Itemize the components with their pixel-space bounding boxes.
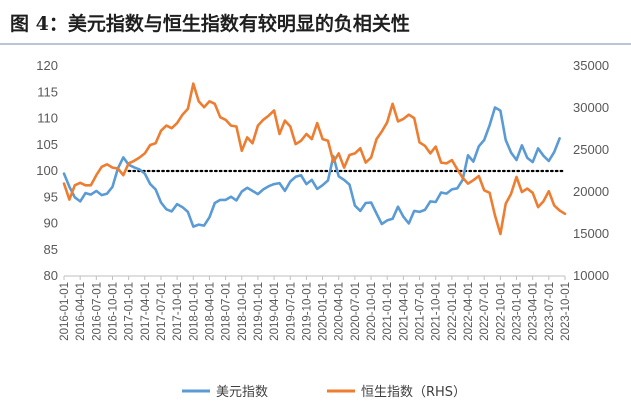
y-left-tick-label: 110 — [37, 111, 58, 126]
series-lines — [62, 82, 567, 236]
x-tick-label: 2021-10-01 — [431, 282, 443, 341]
x-tick-label: 2020-04-01 — [334, 282, 346, 341]
title-underline — [0, 43, 631, 45]
usd-index-line — [62, 106, 561, 228]
x-tick-label: 2018-04-01 — [204, 282, 216, 341]
x-tick-label: 2016-10-01 — [107, 282, 119, 341]
chart-axes: 80 85 90 95 100 105 110 115 120 10000 15000 20000 25… — [36, 58, 609, 341]
y-left-tick-label: 100 — [36, 163, 58, 178]
x-tick-label: 2021-04-01 — [398, 282, 410, 341]
x-tick-label: 2023-10-01 — [560, 282, 572, 341]
legend-hang-seng-index-label: 恒生指数（RHS） — [361, 385, 466, 400]
y-left-tick-label: 105 — [36, 137, 58, 152]
x-tick-label: 2016-07-01 — [91, 282, 103, 341]
x-tick-label: 2023-07-01 — [544, 282, 556, 341]
x-tick-label: 2018-01-01 — [188, 282, 200, 341]
hang-seng-index-line — [62, 82, 567, 236]
y-left-tick-label: 85 — [44, 242, 58, 257]
y-left-tick-label: 115 — [37, 84, 58, 99]
x-tick-label: 2022-04-01 — [463, 282, 475, 341]
x-tick-label: 2017-04-01 — [140, 282, 152, 341]
x-tick-label: 2022-07-01 — [479, 282, 491, 341]
figure-title: 图 4：美元指数与恒生指数有较明显的负相关性 — [10, 13, 410, 35]
y-right-tick-label: 25000 — [573, 142, 609, 157]
x-tick-label: 2021-01-01 — [382, 282, 394, 341]
x-tick-label: 2023-04-01 — [528, 282, 540, 341]
y-left-tick-label: 95 — [44, 189, 58, 204]
chart-legend: 美元指数 恒生指数（RHS） — [182, 385, 466, 400]
y-left-tick-label: 90 — [44, 216, 58, 231]
x-tick-label: 2023-01-01 — [512, 282, 524, 341]
x-tick-label: 2020-01-01 — [318, 282, 330, 341]
x-tick-label: 2022-01-01 — [447, 282, 459, 341]
y-right-tick-label: 35000 — [573, 58, 609, 73]
x-tick-label: 2017-07-01 — [156, 282, 168, 341]
figure-header: 图 4：美元指数与恒生指数有较明显的负相关性 — [0, 0, 631, 46]
x-tick-label: 2017-10-01 — [172, 282, 184, 341]
x-tick-label: 2019-10-01 — [301, 282, 313, 341]
x-tick-label: 2019-04-01 — [269, 282, 281, 341]
y-right-tick-label: 10000 — [573, 268, 609, 283]
x-tick-label: 2016-04-01 — [75, 282, 87, 341]
x-tick-label: 2017-01-01 — [124, 282, 136, 341]
x-tick-label: 2018-10-01 — [237, 282, 249, 341]
x-tick-label: 2019-01-01 — [253, 282, 265, 341]
x-tick-label: 2021-07-01 — [415, 282, 427, 341]
x-tick-label: 2020-10-01 — [366, 282, 378, 341]
y-right-tick-label: 20000 — [573, 184, 609, 199]
y-left-tick-label: 80 — [44, 268, 58, 283]
legend-usd-index-label: 美元指数 — [216, 385, 268, 400]
x-tick-label: 2020-07-01 — [350, 282, 362, 341]
y-left-tick-label: 120 — [36, 58, 58, 73]
y-right-tick-label: 15000 — [573, 226, 609, 241]
x-tick-label: 2022-10-01 — [495, 282, 507, 341]
x-tick-label: 2016-01-01 — [59, 282, 71, 341]
y-right-tick-label: 30000 — [573, 100, 609, 115]
x-tick-label: 2018-07-01 — [221, 282, 233, 341]
x-tick-label: 2019-07-01 — [285, 282, 297, 341]
